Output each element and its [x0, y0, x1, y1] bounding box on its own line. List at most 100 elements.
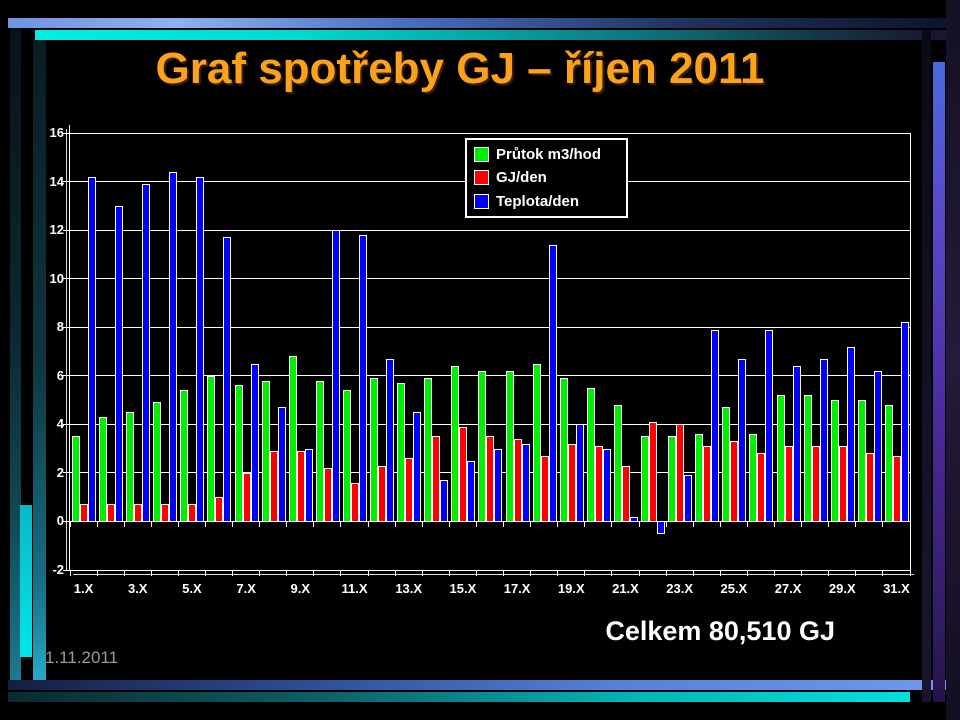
chart-bar	[250, 363, 259, 522]
chart-bar	[358, 234, 367, 522]
legend-item: GJ/den	[474, 169, 619, 186]
chart-bar	[730, 441, 739, 522]
chart-bar	[478, 370, 487, 522]
category-tick	[828, 521, 830, 528]
axis-tick	[475, 570, 477, 576]
x-tick-label: 17.X	[503, 581, 531, 596]
y-tick-label: -2	[52, 562, 64, 577]
plot-right-edge	[910, 133, 911, 571]
chart-bar	[873, 370, 882, 522]
axis-tick	[692, 570, 694, 576]
chart-bar	[342, 390, 351, 522]
chart-bar	[846, 346, 855, 522]
axis-tick	[313, 570, 315, 576]
legend-label: Teplota/den	[496, 192, 580, 210]
chart-bar	[459, 426, 468, 522]
chart-bar	[107, 504, 116, 522]
chart-bar	[749, 434, 758, 522]
chart-bar	[684, 475, 693, 522]
chart-bar	[486, 436, 495, 522]
chart-bar	[792, 366, 801, 522]
chart-bar	[776, 395, 785, 522]
x-tick-label: 9.X	[290, 581, 311, 596]
bottom-border-cyan-bar	[8, 692, 910, 702]
chart-bar	[575, 424, 584, 522]
chart-bar	[803, 395, 812, 522]
chart-bar	[838, 446, 847, 522]
y-tick-label: 2	[56, 464, 64, 480]
chart-bar	[88, 176, 96, 522]
category-tick	[638, 521, 640, 528]
chart-bar	[757, 453, 766, 522]
chart-bar	[884, 404, 893, 522]
chart-bar	[99, 417, 108, 522]
chart-bar	[586, 387, 595, 522]
gridline	[70, 229, 910, 231]
axis-tick	[882, 570, 884, 576]
legend-item: Průtok m3/hod	[474, 146, 619, 163]
chart-bar	[784, 446, 793, 522]
y-tick-label: 8	[56, 319, 64, 335]
gridline	[70, 375, 910, 377]
chart-bar	[738, 358, 747, 522]
category-tick	[421, 521, 423, 528]
y-tick	[63, 472, 70, 474]
chart-bar	[819, 358, 828, 522]
category-tick	[177, 521, 179, 528]
legend: Průtok m3/hod GJ/den Teplota/den	[465, 138, 628, 218]
category-tick	[475, 521, 477, 528]
chart-bar	[405, 458, 414, 522]
axis-tick	[448, 570, 450, 576]
axis-tick	[204, 570, 206, 576]
x-tick-label: 19.X	[557, 581, 585, 596]
category-tick	[719, 521, 721, 528]
axis-tick	[232, 570, 234, 576]
axis-tick	[69, 570, 71, 576]
chart-bar	[548, 244, 557, 522]
gridline	[70, 132, 910, 134]
category-tick	[69, 521, 71, 528]
axis-tick	[177, 570, 179, 576]
chart-bar	[169, 171, 178, 522]
category-tick	[584, 521, 586, 528]
axis-tick	[828, 570, 830, 576]
right-border-dark-bar	[922, 30, 931, 702]
category-tick	[150, 521, 152, 528]
chart-bar	[722, 407, 731, 522]
axis-tick	[557, 570, 559, 576]
chart-bar	[331, 230, 340, 522]
chart-bar	[857, 400, 866, 522]
x-tick-label: 15.X	[449, 581, 477, 596]
y-tick	[63, 132, 70, 134]
category-tick	[286, 521, 288, 528]
chart-bar	[451, 366, 460, 522]
chart-bar	[370, 378, 379, 522]
chart-bar	[315, 380, 324, 522]
category-tick	[448, 521, 450, 528]
chart-bar	[115, 205, 124, 522]
chart-bar	[413, 412, 422, 522]
chart-bar	[350, 482, 359, 522]
chart-bar	[432, 436, 441, 522]
chart-bar	[494, 448, 503, 522]
category-tick	[394, 521, 396, 528]
y-tick-label: 10	[49, 270, 64, 286]
chart-bar	[892, 455, 901, 522]
x-tick-label: 7.X	[236, 581, 256, 596]
x-axis-line	[70, 570, 911, 571]
chart-bar	[505, 370, 514, 522]
y-tick	[63, 375, 70, 377]
category-tick	[882, 521, 884, 528]
axis-tick	[340, 570, 342, 576]
axis-tick	[801, 570, 803, 576]
axis-tick	[638, 570, 640, 576]
legend-label: Průtok m3/hod	[496, 146, 602, 164]
axis-tick	[367, 570, 369, 576]
top-border-blue-bar	[8, 18, 946, 28]
x-tick-label: 3.X	[127, 581, 148, 596]
y-tick	[63, 423, 70, 425]
category-tick	[746, 521, 748, 528]
category-tick	[665, 521, 667, 528]
axis-tick	[584, 570, 586, 576]
category-tick	[801, 521, 803, 528]
